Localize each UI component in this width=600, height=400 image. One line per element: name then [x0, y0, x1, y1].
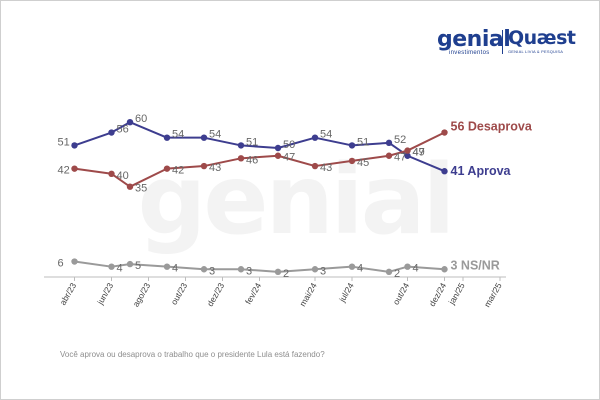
data-point-nsnr: [126, 260, 134, 268]
data-label-aprova: 51: [357, 136, 369, 148]
data-point-aprova: [200, 134, 208, 141]
survey-question: Você aprova ou desaprova o trabalho que …: [60, 350, 325, 359]
data-label-desaprova: 43: [209, 162, 221, 174]
series-end-label-nsnr: 3 NS/NR: [451, 258, 500, 272]
data-label-nsnr: 3: [209, 265, 215, 277]
series-line-desaprova: [74, 131, 445, 188]
series-end-label-desaprova: 56 Desaprova: [451, 120, 533, 134]
data-point-aprova: [274, 144, 282, 152]
data-label-aprova: 50: [283, 139, 295, 151]
quaest-logo-word: Quæst: [508, 27, 576, 49]
data-point-aprova: [441, 168, 448, 175]
data-label-aprova: 52: [394, 134, 406, 146]
data-point-nsnr: [274, 268, 282, 276]
quaest-logo: Quæst GENIAL LIVIA & PESQUISA: [508, 27, 588, 58]
genial-logo: genial investimentos: [437, 28, 511, 58]
data-label-aprova: 54: [320, 129, 332, 141]
data-label-nsnr: 3: [320, 265, 326, 277]
data-point-desaprova: [348, 157, 356, 165]
data-label-nsnr: 2: [394, 268, 400, 280]
data-label-nsnr: 3: [246, 265, 252, 277]
data-point-aprova: [237, 142, 245, 149]
genial-logo-word: genial: [437, 27, 511, 52]
data-point-nsnr: [71, 258, 78, 265]
x-tick-label: ago/23: [131, 281, 153, 309]
data-point-desaprova: [71, 165, 78, 172]
data-point-desaprova: [441, 129, 448, 136]
data-label-desaprova: 47: [394, 152, 406, 164]
data-point-desaprova: [200, 162, 208, 170]
data-point-aprova: [108, 129, 115, 136]
x-tick-label: jun/23: [94, 281, 115, 307]
data-label-nsnr: 4: [172, 263, 178, 275]
data-point-aprova: [404, 152, 411, 159]
data-label-desaprova: 42: [58, 165, 70, 177]
data-point-aprova: [348, 142, 356, 149]
data-label-desaprova: 35: [135, 183, 147, 195]
data-point-nsnr: [108, 263, 115, 270]
data-label-aprova: 54: [209, 129, 221, 141]
data-label-desaprova: 42: [172, 165, 184, 177]
data-point-nsnr: [237, 266, 245, 273]
x-tick-label: jul/24: [336, 281, 355, 305]
x-tick-label: jan/25: [446, 281, 467, 307]
data-label-aprova: 56: [117, 124, 129, 136]
x-tick-label: out/23: [169, 281, 190, 307]
data-point-nsnr: [348, 263, 356, 270]
data-label-aprova: 47: [413, 147, 425, 159]
data-point-nsnr: [200, 266, 208, 273]
x-tick-label: dez/23: [205, 281, 227, 308]
data-point-desaprova: [163, 165, 171, 172]
data-point-aprova: [71, 142, 78, 149]
data-label-desaprova: 47: [283, 152, 295, 164]
data-point-desaprova: [126, 183, 134, 190]
data-point-desaprova: [385, 152, 393, 159]
data-label-desaprova: 43: [320, 162, 332, 174]
x-tick-label: fev/24: [243, 281, 263, 306]
series-end-label-aprova: 41 Aprova: [451, 164, 512, 178]
data-point-aprova: [311, 134, 319, 141]
data-label-nsnr: 2: [283, 268, 289, 280]
data-label-aprova: 51: [58, 136, 70, 148]
series-line-aprova: [74, 121, 445, 173]
x-tick-label: mar/25: [482, 281, 504, 309]
data-point-nsnr: [385, 268, 393, 276]
data-point-desaprova: [311, 162, 319, 170]
x-tick-label: dez/24: [427, 281, 449, 308]
data-label-aprova: 60: [135, 113, 147, 125]
data-label-nsnr: 4: [357, 263, 363, 275]
data-label-aprova: 51: [246, 136, 258, 148]
data-point-nsnr: [441, 266, 448, 273]
x-tick-label: out/24: [391, 281, 412, 307]
data-label-nsnr: 4: [413, 263, 419, 275]
data-label-desaprova: 49: [413, 147, 425, 159]
logo-separator: [502, 30, 503, 54]
data-point-nsnr: [311, 266, 319, 273]
data-point-aprova: [126, 119, 134, 126]
x-tick-label: mai/24: [297, 281, 319, 308]
data-point-nsnr: [404, 263, 411, 270]
data-point-desaprova: [404, 147, 411, 154]
data-point-desaprova: [274, 152, 282, 159]
genial-logo-sub: investimentos: [449, 50, 490, 56]
data-label-nsnr: 5: [135, 260, 141, 272]
quaest-logo-sub: GENIAL LIVIA & PESQUISA: [508, 49, 564, 54]
data-point-aprova: [163, 134, 171, 141]
x-tick-label: abr/23: [58, 281, 79, 307]
data-label-desaprova: 45: [357, 157, 369, 169]
data-label-desaprova: 46: [246, 154, 258, 166]
data-label-nsnr: 6: [58, 258, 64, 270]
data-label-aprova: 54: [172, 129, 184, 141]
data-label-desaprova: 40: [117, 170, 129, 182]
data-point-desaprova: [108, 170, 115, 177]
data-point-nsnr: [163, 263, 171, 270]
data-point-aprova: [385, 139, 393, 147]
data-label-nsnr: 4: [117, 263, 123, 275]
data-point-desaprova: [237, 155, 245, 162]
